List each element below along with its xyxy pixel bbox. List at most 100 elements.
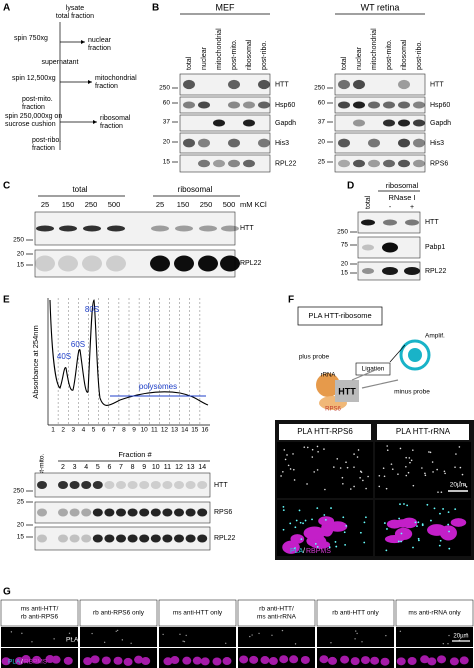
pla-dot xyxy=(284,458,287,461)
band xyxy=(413,138,425,148)
label: total fraction xyxy=(56,13,94,20)
pla-dot xyxy=(282,470,284,473)
pla-dot xyxy=(405,456,407,459)
band xyxy=(162,508,173,517)
cell xyxy=(427,524,447,536)
pla-dot xyxy=(324,488,326,491)
pla-dot xyxy=(283,449,286,451)
pla-dot xyxy=(442,642,445,645)
band xyxy=(116,481,126,489)
cell xyxy=(192,656,202,665)
cell xyxy=(32,655,42,664)
pla-dot xyxy=(429,451,432,454)
pla-dot xyxy=(249,635,251,638)
marker: 37 xyxy=(318,119,326,126)
pla-dot xyxy=(359,476,361,479)
band xyxy=(92,481,103,489)
pla-dot xyxy=(68,632,71,635)
label: 13 xyxy=(171,427,179,434)
pla-dot xyxy=(333,466,335,468)
band xyxy=(213,159,225,168)
band xyxy=(197,508,208,517)
band xyxy=(69,508,80,517)
pla-dot xyxy=(121,639,124,641)
marker: 15 xyxy=(17,262,25,269)
pla-dot xyxy=(357,449,360,451)
cell xyxy=(450,518,467,527)
band xyxy=(162,481,173,489)
label: post-ribo. xyxy=(416,41,423,70)
cell xyxy=(260,656,270,665)
pla-dot xyxy=(342,516,345,519)
band xyxy=(338,79,350,90)
pla-dot xyxy=(360,471,363,473)
label: post-ribo. xyxy=(261,41,268,70)
pla-dot xyxy=(31,641,33,643)
label: fraction xyxy=(22,104,45,111)
panel-label: C xyxy=(3,181,10,192)
label: nuclear xyxy=(356,46,363,70)
pla-dot xyxy=(418,539,420,542)
label: plus probe xyxy=(299,354,330,361)
label: WT retina xyxy=(361,2,400,12)
band xyxy=(127,508,138,517)
rule xyxy=(361,379,399,389)
band xyxy=(174,508,184,517)
band xyxy=(413,159,425,168)
band xyxy=(368,138,380,148)
label: 80S xyxy=(85,305,99,314)
pla-dot xyxy=(364,516,367,519)
pla-dot xyxy=(353,453,355,455)
band xyxy=(197,534,208,543)
pla-dot xyxy=(383,522,386,524)
pla-dot xyxy=(405,465,407,468)
pla-dot xyxy=(433,507,436,510)
cell xyxy=(303,526,326,540)
pla-dot xyxy=(437,491,439,493)
pla-dot xyxy=(406,504,409,507)
panel-label: G xyxy=(3,587,11,598)
micrograph xyxy=(238,648,315,668)
pla-dot xyxy=(179,633,181,636)
pla-dot xyxy=(454,466,456,468)
amplicon-core xyxy=(408,348,422,362)
pla-dot xyxy=(444,472,446,475)
label: post-ribo. xyxy=(32,137,61,144)
label: PLA xyxy=(290,548,304,555)
pla-dot xyxy=(412,484,415,487)
label: 3 xyxy=(73,464,77,471)
band xyxy=(362,244,374,251)
band xyxy=(58,255,78,272)
pla-dot xyxy=(294,643,297,645)
cell xyxy=(282,540,300,554)
pla-dot xyxy=(324,518,327,521)
pla-dot xyxy=(311,456,314,458)
band xyxy=(398,101,410,109)
pla-dot xyxy=(130,642,132,644)
label: ribosomal xyxy=(386,181,419,190)
label: 11 xyxy=(151,427,158,434)
pla-dot xyxy=(386,449,389,452)
label: total xyxy=(341,56,348,70)
band xyxy=(139,508,150,517)
pla-dot xyxy=(424,474,427,477)
pla-dot xyxy=(421,467,423,469)
band xyxy=(183,79,195,90)
marker: 250 xyxy=(159,85,170,92)
amplicon xyxy=(399,339,431,371)
label: 25 xyxy=(41,200,49,209)
pla-dot xyxy=(339,467,342,469)
micrograph xyxy=(317,627,394,647)
label: PLA HTT-RPS6 xyxy=(297,427,353,436)
band xyxy=(82,255,102,272)
label: 3 xyxy=(72,427,76,434)
label: RPS6 xyxy=(214,509,232,516)
band xyxy=(58,534,68,543)
label: 150 xyxy=(62,200,75,209)
pla-dot xyxy=(385,634,387,637)
cell xyxy=(1,657,11,666)
label: ms anti-rRNA only xyxy=(408,610,461,617)
pla-dot xyxy=(289,468,292,470)
pla-dot xyxy=(185,634,187,637)
label: 150 xyxy=(177,200,190,209)
